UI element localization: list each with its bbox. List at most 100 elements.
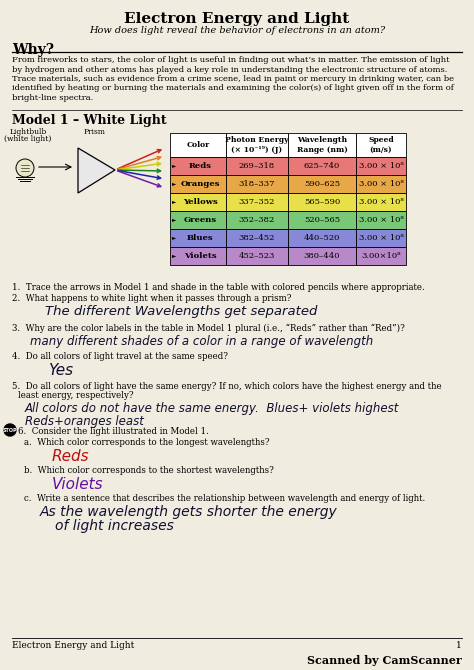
Text: Blues: Blues [187, 234, 213, 242]
Text: Yellows: Yellows [182, 198, 218, 206]
FancyBboxPatch shape [226, 229, 288, 247]
Text: Violets: Violets [52, 477, 104, 492]
Text: ►: ► [172, 235, 176, 241]
Text: Speed
(m/s): Speed (m/s) [368, 137, 394, 153]
Text: 3.00×10⁸: 3.00×10⁸ [361, 252, 401, 260]
Text: 3.00 × 10⁸: 3.00 × 10⁸ [359, 216, 403, 224]
Text: 3.00 × 10⁸: 3.00 × 10⁸ [359, 162, 403, 170]
Text: 3.00 × 10⁸: 3.00 × 10⁸ [359, 180, 403, 188]
Text: 452–523: 452–523 [239, 252, 275, 260]
Text: ►: ► [172, 182, 176, 186]
Text: 565–590: 565–590 [304, 198, 340, 206]
Text: 318–337: 318–337 [239, 180, 275, 188]
Text: identified by heating or burning the materials and examining the color(s) of lig: identified by heating or burning the mat… [12, 84, 454, 92]
Text: least energy, respectively?: least energy, respectively? [18, 391, 134, 400]
Text: 1.  Trace the arrows in Model 1 and shade in the table with colored pencils wher: 1. Trace the arrows in Model 1 and shade… [12, 283, 425, 292]
FancyBboxPatch shape [288, 229, 356, 247]
Text: How does light reveal the behavior of electrons in an atom?: How does light reveal the behavior of el… [89, 26, 385, 35]
Text: b.  Which color corresponds to the shortest wavelengths?: b. Which color corresponds to the shorte… [24, 466, 274, 475]
Text: 3.  Why are the color labels in the table in Model 1 plural (i.e., “Reds” rather: 3. Why are the color labels in the table… [12, 324, 405, 334]
FancyBboxPatch shape [170, 175, 226, 193]
Text: 1: 1 [456, 641, 462, 650]
Text: c.  Write a sentence that describes the relationship between wavelength and ener: c. Write a sentence that describes the r… [24, 494, 425, 503]
Text: 520–565: 520–565 [304, 216, 340, 224]
FancyBboxPatch shape [170, 247, 226, 265]
FancyBboxPatch shape [288, 247, 356, 265]
Text: Violets: Violets [184, 252, 216, 260]
Text: many different shades of a color in a range of wavelength: many different shades of a color in a ra… [30, 335, 373, 348]
Text: Lightbulb: Lightbulb [9, 128, 46, 136]
Text: Color: Color [186, 141, 210, 149]
FancyBboxPatch shape [356, 157, 406, 175]
Text: 382–452: 382–452 [239, 234, 275, 242]
Text: Reds: Reds [189, 162, 211, 170]
Text: a.  Which color corresponds to the longest wavelengths?: a. Which color corresponds to the longes… [24, 438, 270, 447]
Text: Photon Energy
(× 10⁻¹⁹) (J): Photon Energy (× 10⁻¹⁹) (J) [225, 137, 289, 153]
FancyBboxPatch shape [288, 193, 356, 211]
Text: 2.  What happens to white light when it passes through a prism?: 2. What happens to white light when it p… [12, 294, 292, 303]
Text: by hydrogen and other atoms has played a key role in understanding the electroni: by hydrogen and other atoms has played a… [12, 66, 447, 74]
Text: ►: ► [172, 200, 176, 204]
Text: Trace materials, such as evidence from a crime scene, lead in paint or mercury i: Trace materials, such as evidence from a… [12, 75, 454, 83]
Text: 4.  Do all colors of light travel at the same speed?: 4. Do all colors of light travel at the … [12, 352, 228, 361]
Circle shape [16, 159, 34, 177]
Text: From fireworks to stars, the color of light is useful in finding out what’s in m: From fireworks to stars, the color of li… [12, 56, 449, 64]
FancyBboxPatch shape [170, 157, 226, 175]
Text: of light increases: of light increases [55, 519, 174, 533]
Text: Why?: Why? [12, 43, 54, 57]
FancyBboxPatch shape [288, 211, 356, 229]
Text: STOP: STOP [3, 427, 18, 433]
Text: Reds+oranges least: Reds+oranges least [25, 415, 144, 428]
FancyBboxPatch shape [226, 211, 288, 229]
FancyBboxPatch shape [356, 133, 406, 157]
FancyBboxPatch shape [356, 193, 406, 211]
FancyBboxPatch shape [356, 175, 406, 193]
FancyBboxPatch shape [288, 133, 356, 157]
Text: 337–352: 337–352 [239, 198, 275, 206]
FancyBboxPatch shape [356, 229, 406, 247]
Text: 625–740: 625–740 [304, 162, 340, 170]
Text: ►: ► [172, 218, 176, 222]
FancyBboxPatch shape [226, 133, 288, 157]
FancyBboxPatch shape [356, 247, 406, 265]
Text: Reds: Reds [52, 449, 90, 464]
Text: The different Wavelengths get separated: The different Wavelengths get separated [45, 305, 318, 318]
Text: 5.  Do all colors of light have the same energy? If no, which colors have the hi: 5. Do all colors of light have the same … [12, 382, 442, 391]
Polygon shape [78, 148, 115, 193]
Text: 269–318: 269–318 [239, 162, 275, 170]
Text: Model 1 – White Light: Model 1 – White Light [12, 114, 167, 127]
Text: ►: ► [172, 253, 176, 259]
FancyBboxPatch shape [226, 175, 288, 193]
Circle shape [4, 424, 16, 436]
Text: ►: ► [172, 163, 176, 168]
Text: 6.  Consider the light illustrated in Model 1.: 6. Consider the light illustrated in Mod… [18, 427, 209, 436]
Text: Electron Energy and Light: Electron Energy and Light [124, 12, 350, 26]
FancyBboxPatch shape [288, 175, 356, 193]
Text: Wavelength
Range (nm): Wavelength Range (nm) [297, 137, 347, 153]
Text: Greens: Greens [183, 216, 217, 224]
FancyBboxPatch shape [226, 193, 288, 211]
Text: 3.00 × 10⁸: 3.00 × 10⁸ [359, 198, 403, 206]
Text: Yes: Yes [48, 363, 73, 378]
Text: 3.00 × 10⁸: 3.00 × 10⁸ [359, 234, 403, 242]
FancyBboxPatch shape [288, 157, 356, 175]
FancyBboxPatch shape [170, 211, 226, 229]
FancyBboxPatch shape [226, 157, 288, 175]
FancyBboxPatch shape [170, 229, 226, 247]
Text: 352–382: 352–382 [239, 216, 275, 224]
Text: As the wavelength gets shorter the energy: As the wavelength gets shorter the energ… [40, 505, 338, 519]
Text: 590–625: 590–625 [304, 180, 340, 188]
Text: bright-line spectra.: bright-line spectra. [12, 94, 93, 102]
FancyBboxPatch shape [226, 247, 288, 265]
Text: Prism: Prism [84, 128, 106, 136]
Text: Scanned by CamScanner: Scanned by CamScanner [307, 655, 462, 666]
Text: 380–440: 380–440 [304, 252, 340, 260]
Text: (white light): (white light) [4, 135, 52, 143]
FancyBboxPatch shape [170, 133, 226, 157]
FancyBboxPatch shape [356, 211, 406, 229]
Text: Oranges: Oranges [180, 180, 220, 188]
Text: Electron Energy and Light: Electron Energy and Light [12, 641, 134, 650]
Text: All colors do not have the same energy.  Blues+ violets highest: All colors do not have the same energy. … [25, 402, 400, 415]
FancyBboxPatch shape [170, 193, 226, 211]
Text: 440–520: 440–520 [304, 234, 340, 242]
